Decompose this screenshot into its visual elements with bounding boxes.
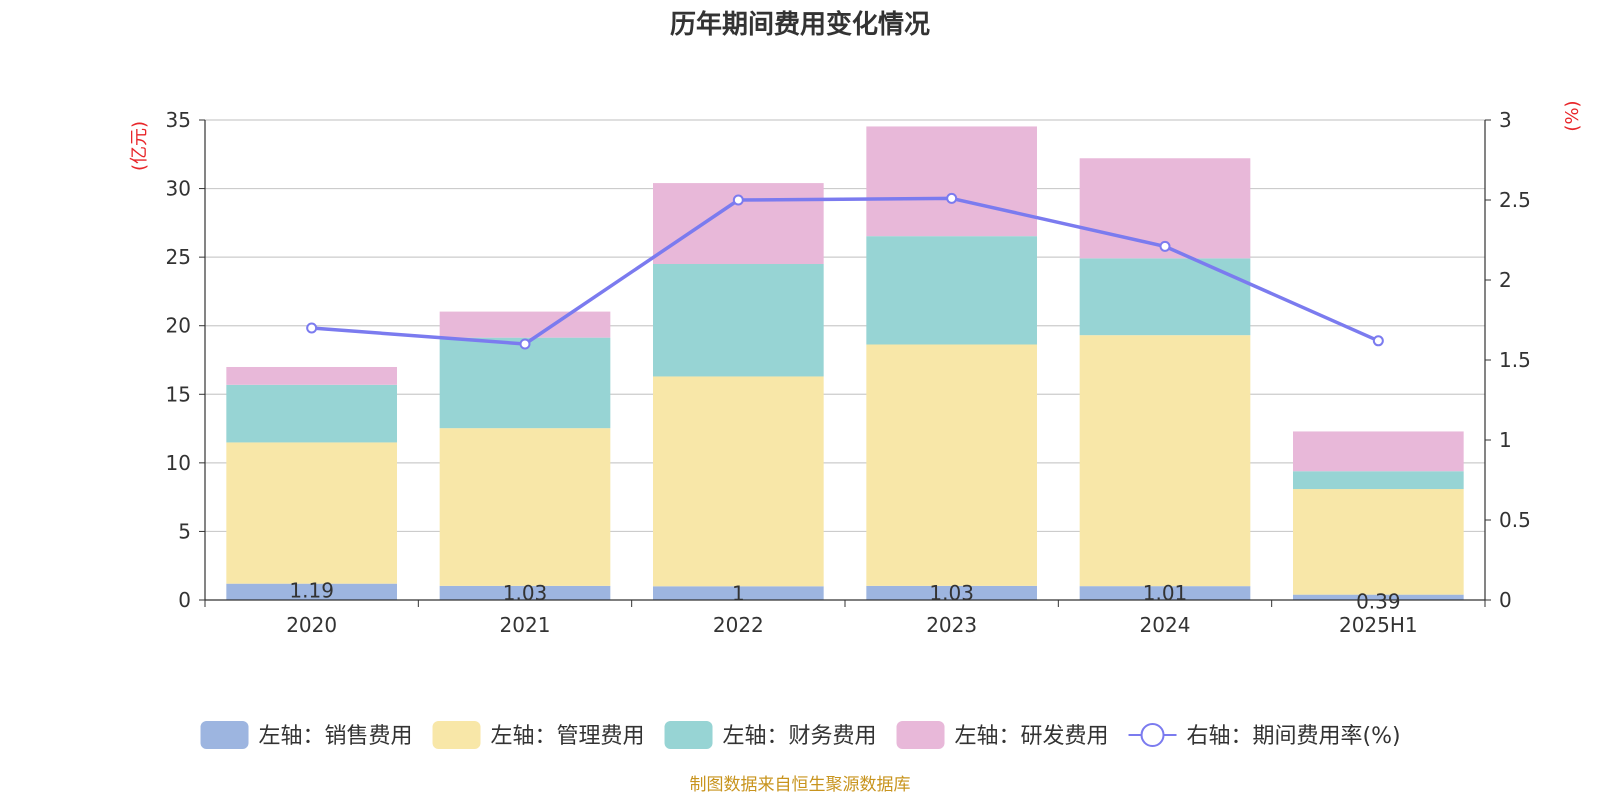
bar-segment [653,264,824,377]
right-tick-label: 1 [1499,428,1512,452]
legend-label: 左轴：研发费用 [955,724,1109,749]
line-point [732,194,744,206]
legend-label: 左轴：销售费用 [259,724,413,749]
line-point [306,322,318,334]
x-tick-label: 2023 [926,613,977,637]
bar-segment [1293,594,1464,600]
source-note: 制图数据来自恒生聚源数据库 [690,775,911,795]
legend-swatch [200,721,249,749]
line-series-path [311,196,1380,346]
bar-segment [1079,586,1251,600]
bar-segment [226,384,397,443]
legend-swatch [432,721,481,749]
labels-layer: 1.19 1.03 1 1.03 1.01 0.39 [289,579,1400,614]
line-point [946,192,958,204]
legend-label: 左轴：管理费用 [491,724,645,749]
bar-segment [1293,489,1464,595]
legend: 左轴：销售费用 左轴：管理费用 左轴：财务费用 左轴：研发费用 右轴：期间费用率(%) [200,721,1401,749]
axes-layer: 0 5 10 15 20 25 30 35 0 0.5 1 1.5 2 2.5 3 2020 2021 2022 2… [166,108,1531,637]
bar-segment [866,126,1037,237]
data-label: 1.01 [1143,581,1188,605]
bar-segment [866,236,1037,345]
left-tick-label: 0 [178,588,191,612]
bar-segment [439,337,611,429]
bar-segment [439,311,611,338]
legend-line-marker [1140,723,1165,747]
right-tick-label: 1.5 [1499,348,1531,372]
bar-segment [653,586,824,600]
bar-segment [1079,258,1251,336]
chart-title: 历年期间费用变化情况 [670,9,930,40]
x-tick-label: 2025H1 [1339,613,1418,637]
line-point [519,338,531,350]
bar-segment [1293,431,1464,472]
bar-segment [226,583,397,600]
left-tick-label: 15 [166,382,191,406]
bars-layer [226,126,1464,600]
legend-label: 左轴：财务费用 [723,724,877,749]
x-tick-label: 2024 [1140,613,1191,637]
bar-segment [226,366,397,385]
right-tick-label: 2.5 [1499,188,1531,212]
x-tick-label: 2020 [286,613,337,637]
left-tick-label: 30 [166,177,191,201]
right-tick-label: 3 [1499,108,1512,132]
left-axis-label: (亿元) [129,121,150,171]
right-axis-label: (%) [1562,100,1583,131]
legend-label: 右轴：期间费用率(%) [1187,724,1401,749]
legend-swatch [896,721,945,749]
left-tick-label: 25 [166,245,191,269]
legend-swatch [664,721,713,749]
bar-segment [439,428,611,586]
right-tick-label: 2 [1499,268,1512,292]
bar-segment [866,585,1037,600]
bar-segment [1079,335,1251,587]
data-label: 0.39 [1356,590,1401,614]
line-point [1372,335,1384,347]
x-tick-label: 2021 [500,613,551,637]
line-layer [306,192,1384,350]
x-tick-label: 2022 [713,613,764,637]
right-tick-label: 0 [1499,588,1512,612]
left-tick-label: 10 [166,451,191,475]
bar-segment [439,585,611,600]
bar-segment [226,442,397,584]
line-point [1159,240,1171,252]
bar-segment [653,376,824,587]
data-label: 1 [732,581,745,605]
bar-segment [1293,471,1464,490]
data-label: 1.03 [503,581,548,605]
grid-layer [205,119,1485,533]
left-tick-label: 20 [166,314,191,338]
bar-segment [866,344,1037,586]
data-label: 1.03 [929,581,974,605]
left-tick-label: 5 [178,519,191,543]
data-label: 1.19 [289,579,334,603]
right-tick-label: 0.5 [1499,508,1531,532]
left-tick-label: 35 [166,108,191,132]
